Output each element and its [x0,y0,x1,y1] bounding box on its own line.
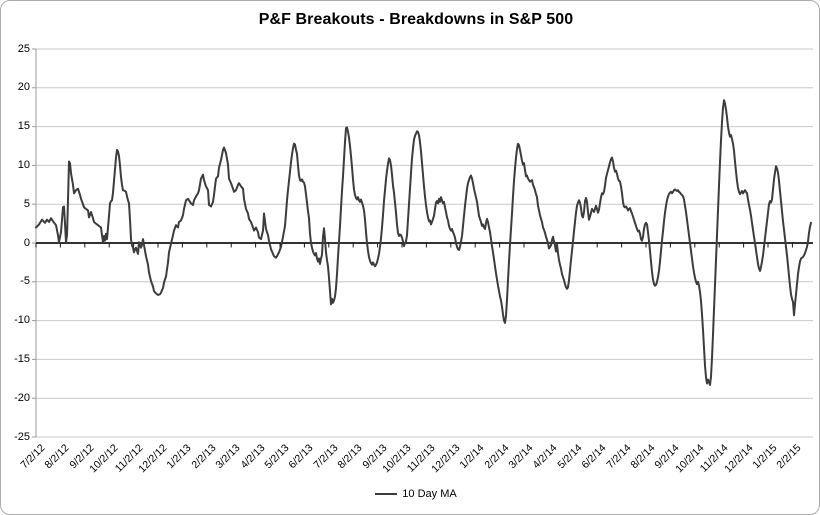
y-axis-tick-label: -15 [14,352,30,365]
y-axis-tick-label: -20 [14,391,30,404]
y-axis-tick-label: 15 [17,120,30,133]
legend-line-sample-icon [375,493,398,495]
y-axis-tick-label: -10 [14,314,30,327]
y-axis-tick-label: -5 [20,275,30,288]
y-axis-tick-label: 10 [17,158,30,171]
y-axis-tick-label: 25 [17,42,30,55]
legend-series-label: 10 Day MA [402,488,457,500]
y-axis-tick-label: -25 [14,430,30,443]
legend: 10 Day MA [21,486,811,502]
ma-series-line [35,99,812,386]
y-axis-tick-label: 0 [23,236,30,249]
y-axis-tick-label: 5 [23,197,30,210]
y-axis-tick-label: 20 [17,81,30,94]
chart-title: P&F Breakouts - Breakdowns in S&P 500 [258,11,574,28]
